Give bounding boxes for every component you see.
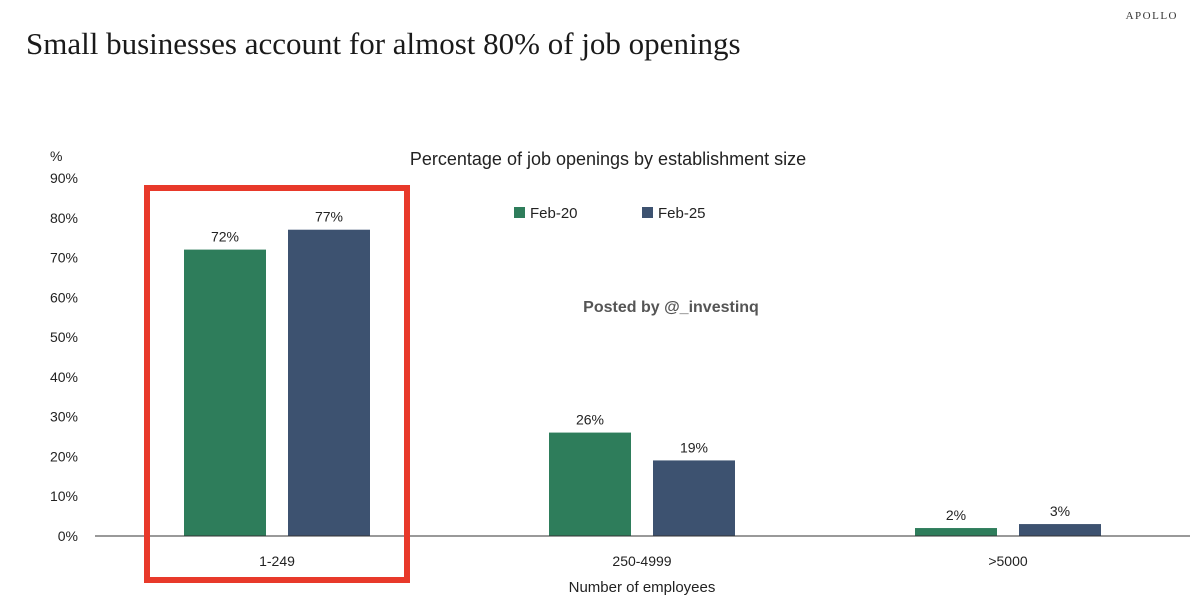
bar-feb-20-0 (184, 249, 266, 536)
legend-swatch-feb-25 (642, 207, 653, 218)
x-axis: 1-249 250-4999 >5000 (259, 553, 1028, 569)
y-tick-label: 50% (50, 329, 78, 345)
data-label: 72% (211, 229, 239, 245)
legend-swatch-feb-20 (514, 207, 525, 218)
legend: Feb-20 Feb-25 (514, 205, 706, 222)
watermark: Posted by @_investinq (583, 299, 759, 316)
y-tick-label: 30% (50, 409, 78, 425)
y-tick-label: 0% (58, 528, 78, 544)
legend-label-feb-20: Feb-20 (530, 205, 578, 222)
y-tick-label: 40% (50, 369, 78, 385)
brand-logo: APOLLO (1125, 10, 1178, 22)
y-tick-label: 60% (50, 289, 78, 305)
y-tick-label: 90% (50, 170, 78, 186)
data-label: 26% (576, 412, 604, 428)
legend-label-feb-25: Feb-25 (658, 205, 706, 222)
data-label: 2% (946, 507, 966, 523)
highlight-box (144, 185, 410, 583)
y-axis: 0% 10% 20% 30% 40% 50% 60% 70% 80% 90% (50, 170, 78, 544)
bar-feb-25-2 (1019, 524, 1101, 536)
x-tick-label: >5000 (988, 553, 1028, 569)
data-label: 19% (680, 439, 708, 455)
bar-feb-20-2 (915, 528, 997, 536)
page-title: Small businesses account for almost 80% … (26, 26, 741, 61)
bar-feb-20-1 (549, 432, 631, 536)
data-label: 77% (315, 209, 343, 225)
y-axis-unit: % (50, 148, 62, 164)
x-tick-label: 1-249 (259, 553, 295, 569)
x-axis-label: Number of employees (569, 579, 716, 595)
y-tick-label: 70% (50, 250, 78, 266)
bar-feb-25-0 (288, 229, 370, 536)
chart-title: Percentage of job openings by establishm… (410, 149, 806, 169)
y-tick-label: 80% (50, 210, 78, 226)
bars: 72% 77% 26% 19% 2% 3% (184, 209, 1101, 536)
y-tick-label: 20% (50, 448, 78, 464)
x-tick-label: 250-4999 (612, 553, 671, 569)
bar-feb-25-1 (653, 460, 735, 536)
data-label: 3% (1050, 503, 1070, 519)
y-tick-label: 10% (50, 488, 78, 504)
